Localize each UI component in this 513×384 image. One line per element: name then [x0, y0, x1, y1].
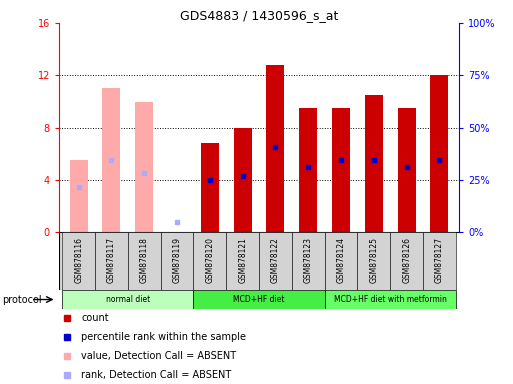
Text: MCD+HF diet with metformin: MCD+HF diet with metformin [334, 295, 447, 304]
Text: GSM878117: GSM878117 [107, 237, 116, 283]
Text: percentile rank within the sample: percentile rank within the sample [81, 332, 246, 342]
Bar [325, 232, 358, 290]
Bar [70, 161, 88, 232]
Bar [398, 108, 416, 232]
Text: normal diet: normal diet [106, 295, 150, 304]
Text: GSM878126: GSM878126 [402, 237, 411, 283]
Bar [365, 95, 383, 232]
Bar [259, 232, 292, 290]
Bar [135, 101, 153, 232]
Bar [390, 232, 423, 290]
Bar [233, 127, 252, 232]
Bar [358, 232, 390, 290]
Text: GSM878125: GSM878125 [369, 237, 379, 283]
Bar [430, 75, 448, 232]
Bar [325, 290, 456, 309]
Bar [62, 232, 95, 290]
Text: GSM878121: GSM878121 [238, 237, 247, 283]
Text: rank, Detection Call = ABSENT: rank, Detection Call = ABSENT [81, 370, 231, 380]
Text: GSM878118: GSM878118 [140, 237, 149, 283]
Bar [62, 290, 193, 309]
Bar [103, 88, 121, 232]
Bar [193, 232, 226, 290]
Text: GSM878122: GSM878122 [271, 237, 280, 283]
Text: value, Detection Call = ABSENT: value, Detection Call = ABSENT [81, 351, 236, 361]
Bar [128, 232, 161, 290]
Text: GSM878127: GSM878127 [435, 237, 444, 283]
Text: MCD+HF diet: MCD+HF diet [233, 295, 285, 304]
Bar [201, 143, 219, 232]
Text: GSM878119: GSM878119 [172, 237, 182, 283]
Text: GSM878116: GSM878116 [74, 237, 83, 283]
Bar [95, 232, 128, 290]
Title: GDS4883 / 1430596_s_at: GDS4883 / 1430596_s_at [180, 9, 338, 22]
Text: protocol: protocol [3, 295, 42, 305]
Text: GSM878123: GSM878123 [304, 237, 313, 283]
Bar [299, 108, 317, 232]
Bar [292, 232, 325, 290]
Bar [332, 108, 350, 232]
Bar [266, 65, 285, 232]
Bar [226, 232, 259, 290]
Bar [423, 232, 456, 290]
Text: GSM878120: GSM878120 [205, 237, 214, 283]
Text: GSM878124: GSM878124 [337, 237, 346, 283]
Bar [161, 232, 193, 290]
Bar [193, 290, 325, 309]
Text: count: count [81, 313, 109, 323]
FancyBboxPatch shape [59, 232, 452, 290]
